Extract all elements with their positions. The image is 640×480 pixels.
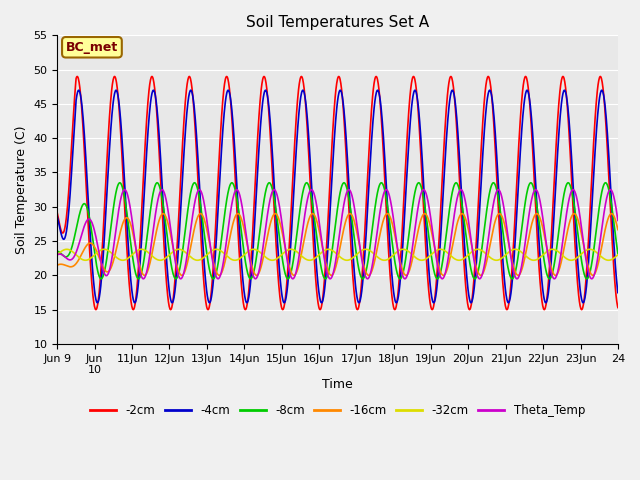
-16cm bbox=[607, 211, 615, 216]
-4cm bbox=[372, 90, 380, 96]
-2cm bbox=[614, 305, 621, 311]
-2cm bbox=[54, 211, 61, 216]
-8cm bbox=[313, 235, 321, 241]
-16cm bbox=[303, 224, 310, 230]
-32cm bbox=[373, 253, 381, 259]
-4cm bbox=[614, 290, 621, 296]
X-axis label: Time: Time bbox=[323, 378, 353, 391]
-8cm bbox=[303, 180, 310, 186]
-16cm bbox=[291, 272, 299, 277]
Theta_Temp bbox=[588, 276, 596, 282]
Theta_Temp bbox=[313, 204, 321, 210]
-4cm bbox=[120, 161, 127, 167]
Text: BC_met: BC_met bbox=[66, 41, 118, 54]
-4cm bbox=[291, 165, 299, 170]
Line: -16cm: -16cm bbox=[58, 214, 618, 276]
-2cm bbox=[372, 73, 380, 79]
-4cm bbox=[598, 87, 605, 93]
Line: -32cm: -32cm bbox=[58, 249, 618, 260]
-16cm bbox=[97, 259, 104, 264]
Theta_Temp bbox=[120, 188, 127, 193]
Theta_Temp bbox=[303, 200, 310, 205]
Theta_Temp bbox=[291, 272, 299, 278]
-2cm bbox=[291, 132, 299, 137]
Y-axis label: Soil Temperature (C): Soil Temperature (C) bbox=[15, 125, 28, 254]
Theta_Temp bbox=[97, 258, 104, 264]
-2cm bbox=[596, 73, 604, 79]
-4cm bbox=[313, 269, 321, 275]
-16cm bbox=[372, 250, 380, 256]
-32cm bbox=[120, 257, 128, 263]
-8cm bbox=[583, 276, 591, 282]
-8cm bbox=[614, 251, 621, 257]
-4cm bbox=[579, 300, 587, 306]
-8cm bbox=[97, 276, 104, 282]
-32cm bbox=[303, 257, 311, 263]
-4cm bbox=[54, 214, 61, 220]
-16cm bbox=[313, 218, 321, 224]
Theta_Temp bbox=[54, 252, 61, 258]
-2cm bbox=[303, 119, 310, 124]
-32cm bbox=[97, 247, 105, 253]
-16cm bbox=[589, 273, 596, 278]
-16cm bbox=[54, 262, 61, 268]
-2cm bbox=[120, 184, 127, 190]
-32cm bbox=[605, 257, 612, 263]
Theta_Temp bbox=[607, 187, 614, 192]
Theta_Temp bbox=[614, 217, 621, 223]
-4cm bbox=[303, 109, 310, 115]
-32cm bbox=[292, 248, 300, 254]
-2cm bbox=[97, 270, 104, 276]
-8cm bbox=[291, 244, 299, 250]
-32cm bbox=[314, 253, 321, 259]
Line: Theta_Temp: Theta_Temp bbox=[58, 190, 618, 279]
-4cm bbox=[97, 283, 104, 289]
-8cm bbox=[372, 196, 380, 202]
-2cm bbox=[578, 307, 586, 312]
-8cm bbox=[602, 180, 609, 186]
-16cm bbox=[120, 218, 127, 224]
Legend: -2cm, -4cm, -8cm, -16cm, -32cm, Theta_Temp: -2cm, -4cm, -8cm, -16cm, -32cm, Theta_Te… bbox=[86, 399, 589, 421]
-8cm bbox=[54, 249, 61, 254]
-8cm bbox=[120, 189, 127, 195]
-32cm bbox=[614, 252, 621, 258]
Theta_Temp bbox=[372, 235, 380, 241]
-2cm bbox=[313, 290, 321, 296]
Line: -8cm: -8cm bbox=[58, 183, 618, 279]
Title: Soil Temperatures Set A: Soil Temperatures Set A bbox=[246, 15, 429, 30]
-16cm bbox=[614, 227, 621, 232]
-32cm bbox=[63, 246, 70, 252]
Line: -2cm: -2cm bbox=[58, 76, 618, 310]
Line: -4cm: -4cm bbox=[58, 90, 618, 303]
-32cm bbox=[54, 252, 61, 258]
